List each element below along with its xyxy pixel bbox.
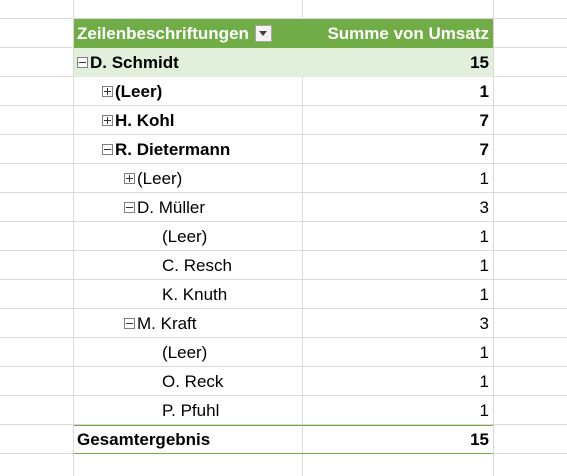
pivot-row-value: 1 <box>479 371 489 391</box>
pivot-row-text: M. Kraft <box>137 313 197 333</box>
pivot-row-value: 1 <box>479 342 489 362</box>
pivot-row-value: 7 <box>479 139 489 159</box>
dropdown-arrow-icon <box>259 31 268 36</box>
pivot-row-text: (Leer) <box>162 226 208 246</box>
row-labels-filter-button[interactable] <box>254 25 272 42</box>
column-divider <box>73 0 74 476</box>
pivot-header-row: Zeilenbeschriftungen Summe von Umsatz <box>74 19 493 48</box>
pivot-row-label: P. Pfuhl <box>162 401 219 421</box>
collapse-icon[interactable] <box>124 318 135 329</box>
pivot-row-value: 7 <box>479 110 489 130</box>
pivot-row[interactable]: (Leer) 1 <box>74 222 493 251</box>
pivot-row[interactable]: K. Knuth 1 <box>74 280 493 309</box>
grand-total-value: 15 <box>470 429 489 449</box>
pivot-row-label: K. Knuth <box>162 285 227 305</box>
pivot-row-text: (Leer) <box>162 342 208 362</box>
column-divider <box>493 0 494 476</box>
pivot-row[interactable]: R. Dietermann 7 <box>74 135 493 164</box>
pivot-row[interactable]: M. Kraft 3 <box>74 309 493 338</box>
pivot-row-label: D. Schmidt <box>77 53 179 73</box>
pivot-row-text: K. Knuth <box>162 284 228 304</box>
collapse-icon[interactable] <box>102 144 113 155</box>
grand-total-row[interactable]: Gesamtergebnis 15 <box>74 425 493 454</box>
pivot-row[interactable]: (Leer) 1 <box>74 338 493 367</box>
pivot-row-value: 1 <box>479 81 489 101</box>
pivot-row[interactable]: (Leer) 1 <box>74 77 493 106</box>
pivot-row-text: (Leer) <box>115 81 163 101</box>
expand-icon[interactable] <box>102 86 113 97</box>
pivot-row-label: (Leer) <box>162 227 207 247</box>
pivot-row[interactable]: H. Kohl 7 <box>74 106 493 135</box>
pivot-row[interactable]: (Leer) 1 <box>74 164 493 193</box>
pivot-row-text: D. Müller <box>137 197 206 217</box>
pivot-row[interactable]: O. Reck 1 <box>74 367 493 396</box>
pivot-row[interactable]: C. Resch 1 <box>74 251 493 280</box>
pivot-row-label: (Leer) <box>124 169 182 189</box>
pivot-row-value: 1 <box>479 226 489 246</box>
column-divider <box>302 0 303 476</box>
value-field-header[interactable]: Summe von Umsatz <box>327 23 489 43</box>
pivot-row-value: 1 <box>479 400 489 420</box>
row-labels-header[interactable]: Zeilenbeschriftungen <box>77 23 249 43</box>
pivot-row[interactable]: D. Müller 3 <box>74 193 493 222</box>
pivot-row-text: (Leer) <box>137 168 183 188</box>
expand-icon[interactable] <box>102 115 113 126</box>
pivot-row-label: (Leer) <box>162 343 207 363</box>
pivot-row-label: O. Reck <box>162 372 223 392</box>
pivot-row-label: (Leer) <box>102 82 162 102</box>
pivot-row-text: R. Dietermann <box>115 139 231 159</box>
pivot-row-label: H. Kohl <box>102 111 175 131</box>
pivot-row-value: 1 <box>479 284 489 304</box>
pivot-row[interactable]: D. Schmidt 15 <box>74 48 493 77</box>
pivot-row-label: C. Resch <box>162 256 232 276</box>
pivot-row-value: 3 <box>479 197 489 217</box>
pivot-row[interactable]: P. Pfuhl 1 <box>74 396 493 425</box>
pivot-table: Zeilenbeschriftungen Summe von Umsatz D.… <box>74 19 493 454</box>
pivot-row-text: C. Resch <box>162 255 232 275</box>
expand-icon[interactable] <box>124 173 135 184</box>
pivot-row-text: O. Reck <box>162 371 224 391</box>
grand-total-label: Gesamtergebnis <box>77 429 211 449</box>
collapse-icon[interactable] <box>124 202 135 213</box>
pivot-row-value: 1 <box>479 255 489 275</box>
pivot-row-value: 1 <box>479 168 489 188</box>
pivot-row-label: D. Müller <box>124 198 205 218</box>
pivot-row-text: P. Pfuhl <box>162 400 220 420</box>
pivot-row-label: R. Dietermann <box>102 140 230 160</box>
pivot-row-value: 15 <box>470 52 489 72</box>
pivot-row-text: H. Kohl <box>115 110 175 130</box>
collapse-icon[interactable] <box>77 57 88 68</box>
pivot-row-text: D. Schmidt <box>90 52 179 72</box>
pivot-row-value: 3 <box>479 313 489 333</box>
pivot-row-label: M. Kraft <box>124 314 197 334</box>
